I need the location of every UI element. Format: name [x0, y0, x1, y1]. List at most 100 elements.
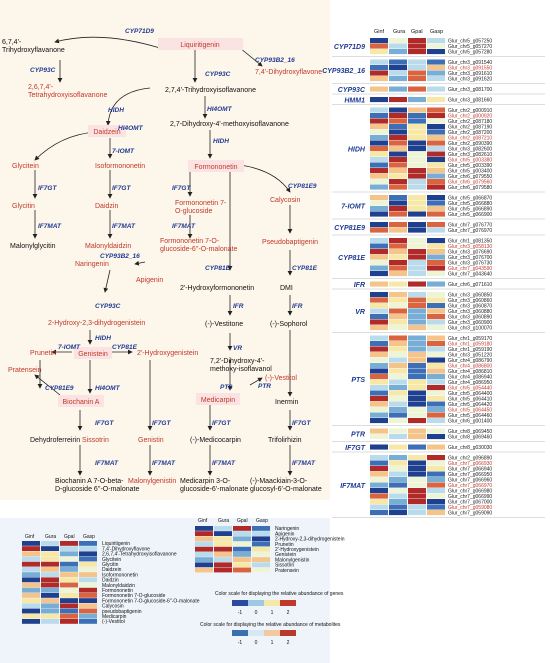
heatmap-cell	[408, 168, 426, 174]
gene-family-label: VR	[355, 309, 365, 316]
legend-cell	[195, 536, 213, 542]
heatmap-cell	[427, 325, 445, 331]
node-prunetin: Prunetin	[30, 350, 56, 357]
legend-cell	[60, 603, 78, 609]
gene-id: Glur_chr5_g064460	[448, 413, 492, 419]
heatmap-cell	[370, 129, 388, 135]
heatmap-cell	[370, 346, 388, 352]
enzyme-if7mat-4: IF7MAT	[95, 460, 119, 467]
heatmap-cell	[408, 357, 426, 363]
legend-cell	[41, 546, 59, 551]
legend-cell	[79, 608, 97, 614]
heatmap-cell	[408, 488, 426, 494]
gene-id: Glur_chr3_g060860	[448, 298, 492, 304]
heatmap-cell	[408, 157, 426, 163]
heatmap-cell	[427, 368, 445, 374]
gene-heatmap: Glur_chr5_g057250Glur_chr5_g057270Glur_c…	[322, 38, 545, 518]
gene-id: Glur_chr7_g066930	[448, 461, 492, 467]
legend-cell	[22, 619, 40, 624]
gene-id: Glur_chr4_g086800	[448, 364, 492, 370]
heatmap-cell	[408, 385, 426, 391]
heatmap-cell	[370, 118, 388, 124]
scale-tick: -1	[238, 640, 243, 646]
heatmap-cell	[389, 396, 407, 402]
metabolite-legend: Liquiritigenin7,4'-Dihydroxyflavone2,6,7…	[22, 526, 345, 625]
heatmap-cell	[427, 43, 445, 49]
gene-family-label: CYP93C	[338, 87, 366, 94]
enzyme-if7gt-4: IF7GT	[95, 420, 114, 427]
node-maackiain-malonate: (-)-Maackiain-3-O-	[250, 478, 308, 485]
node-biochanin-malonate-line2: D-glucoside 6''-O-malonate	[55, 486, 139, 493]
enzyme-cyp93c: CYP93C	[30, 67, 56, 74]
legend-metabolite-name: Prunetin	[275, 542, 294, 548]
heatmap-cell	[370, 281, 388, 287]
enzyme-hi4omt: HI4OMT	[207, 106, 233, 113]
legend-metabolite-name: Malonylgenistin	[275, 557, 310, 563]
heatmap-cell	[427, 482, 445, 488]
legend-metabolite-name: 2-Hydroxy-2,3-dihydrogenistein	[275, 537, 345, 543]
heatmap-cell	[389, 455, 407, 461]
heatmap-cell	[370, 65, 388, 71]
heatmap-cell	[408, 510, 426, 516]
heatmap-cell	[389, 418, 407, 424]
heatmap-cell	[408, 325, 426, 331]
node-isoformononetin: Isoformononetin	[95, 163, 145, 170]
heatmap-cell	[389, 493, 407, 499]
heatmap-cell	[389, 434, 407, 440]
node-trihydroxyflavanone-line2: Trihydroxyflavanone	[2, 47, 65, 54]
legend-metabolite-name: 7,4'-Dihydroxyflavone	[102, 546, 150, 552]
node-bg	[196, 393, 240, 405]
heatmap-cell	[427, 292, 445, 298]
heatmap-header: Gpal	[411, 29, 423, 35]
heatmap-cell	[389, 43, 407, 49]
enzyme-ifr-2: IFR	[292, 303, 303, 310]
heatmap-cell	[427, 363, 445, 369]
enzyme-labels: CYP71D9 CYP93B2_16 CYP93C CYP93C HIDH HI…	[30, 28, 318, 467]
enzyme-if7gt-2: IF7GT	[112, 185, 131, 192]
heatmap-cell	[408, 162, 426, 168]
gene-id: Glur_chr5_g054440	[448, 386, 492, 392]
heatmap-cell	[370, 466, 388, 472]
legend-cell	[79, 546, 97, 551]
legend-cell	[22, 613, 40, 619]
heatmap-cell	[427, 184, 445, 190]
gene-id: Glur_chr2_g096890	[448, 456, 492, 462]
heatmap-cell	[389, 471, 407, 477]
heatmap-cell	[389, 271, 407, 277]
gene-id: Glur_chr3_g060870	[448, 304, 492, 310]
heatmap-cell	[408, 281, 426, 287]
heatmap-cell	[370, 341, 388, 347]
heatmap-cell	[370, 76, 388, 82]
node-vestitol: (-)-Vestitol	[265, 375, 297, 382]
heatmap-cell	[389, 341, 407, 347]
gene-id: Glur_chr3_g100070	[448, 326, 492, 332]
heatmap-cell	[408, 499, 426, 505]
gene-id: Glur_chr3_g091550	[448, 66, 492, 72]
heatmap-cell	[389, 227, 407, 233]
gene-id: Glur_chr3_g060850	[448, 293, 492, 299]
heatmap-cell	[370, 482, 388, 488]
legend-metabolite-name: Apigenin	[275, 531, 295, 537]
heatmap-cell	[389, 162, 407, 168]
heatmap-cell	[389, 76, 407, 82]
heatmap-cell	[389, 173, 407, 179]
legend-cell	[195, 552, 213, 557]
gene-id: Glur_chr7_g059090	[448, 511, 492, 517]
heatmap-cell	[389, 249, 407, 255]
heatmap-cell	[389, 140, 407, 146]
node-hydroxy-dihydrogenistein: 2-Hydroxy-2,3-dihydrogenistein	[48, 320, 145, 327]
enzyme-if7mat: IF7MAT	[38, 223, 62, 230]
heatmap-cell	[389, 477, 407, 483]
heatmap-cell	[370, 308, 388, 314]
enzyme-cyp81e-3: CYP81E	[112, 344, 138, 351]
legend-cell	[214, 552, 232, 557]
node-formononetin-glucoside-line2: O-glucoside	[175, 208, 212, 215]
gene-id: Glur_chr3_g060890	[448, 315, 492, 321]
enzyme-if7gt-6: IF7GT	[212, 420, 231, 427]
heatmap-cell	[370, 412, 388, 418]
heatmap-cell	[389, 146, 407, 152]
legend-cell	[60, 598, 78, 603]
heatmap-cell	[427, 195, 445, 201]
heatmap-cell	[408, 107, 426, 113]
